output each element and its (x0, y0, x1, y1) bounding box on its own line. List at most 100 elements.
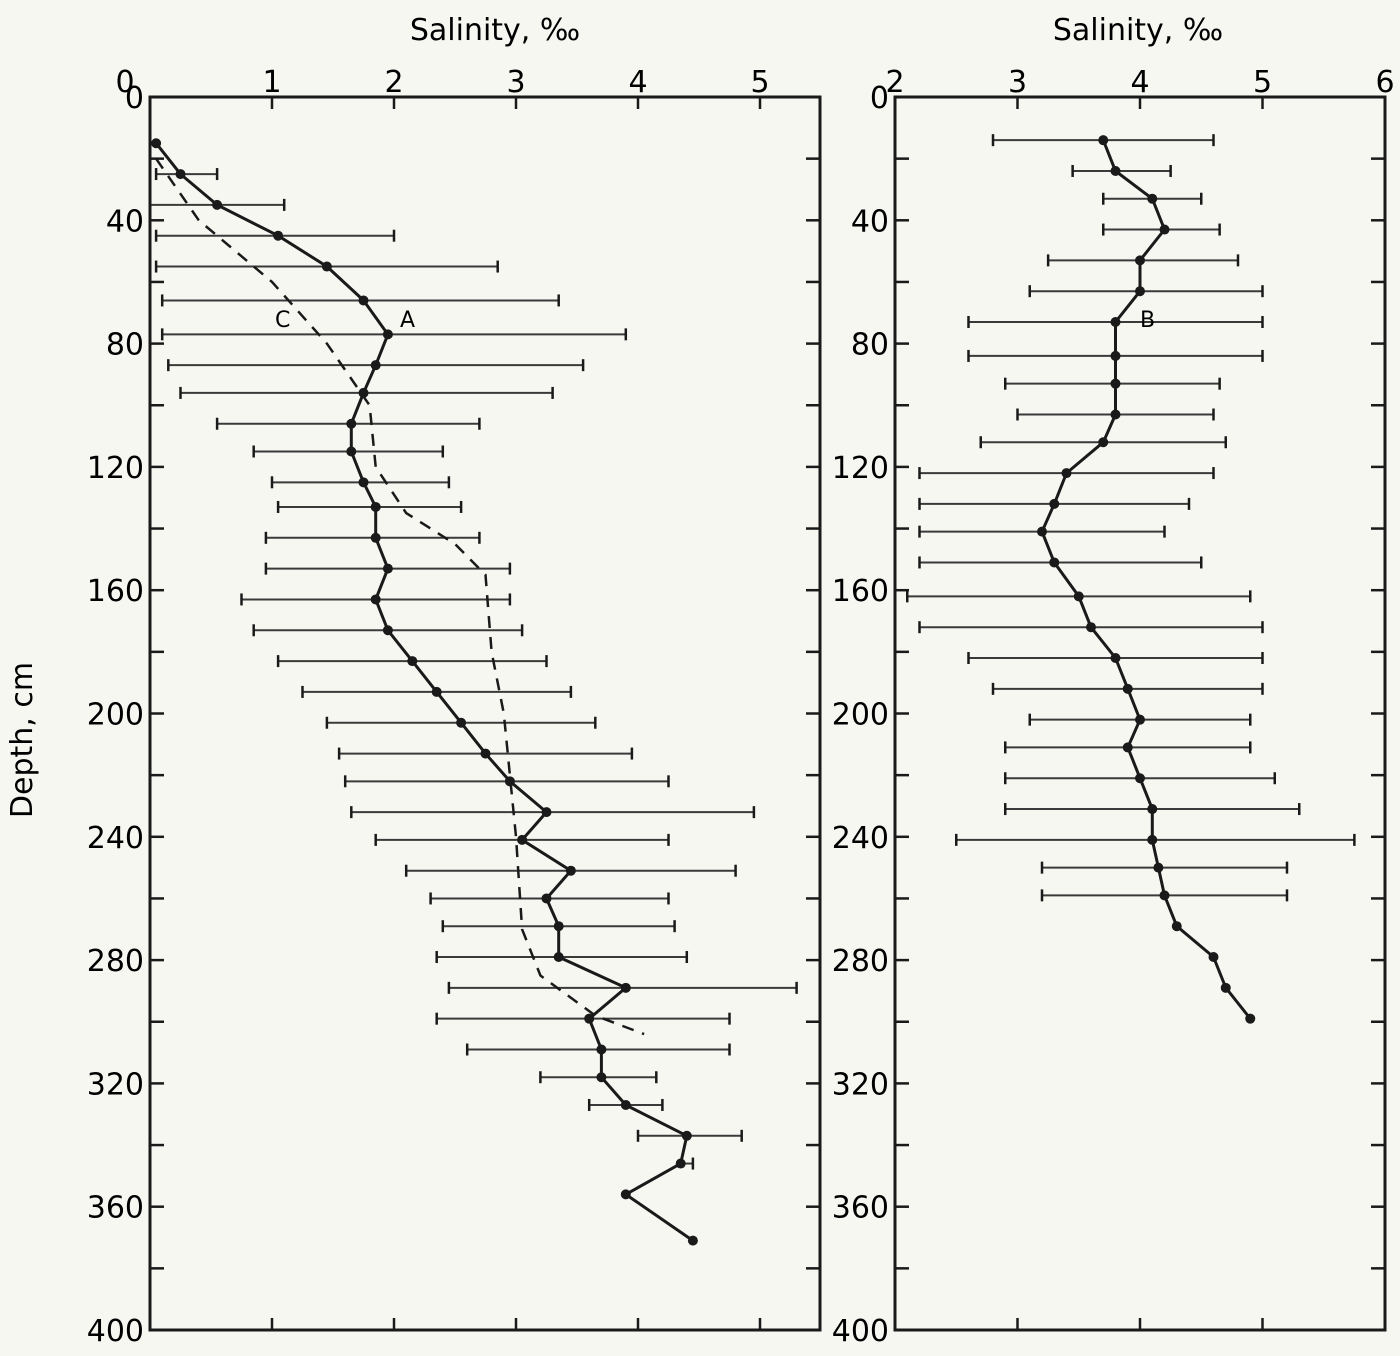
data-point (1135, 286, 1145, 297)
y-tick-label: 160 (87, 574, 144, 609)
curve-label-b: B (1140, 308, 1155, 333)
data-point (596, 1072, 607, 1083)
curve-label-c: C (275, 308, 290, 333)
x-tick-label: 1 (262, 65, 281, 100)
x-tick-label: 4 (1130, 65, 1149, 100)
y-axis-title: Depth, cm (5, 662, 40, 818)
data-point (1220, 982, 1231, 993)
left-x-axis-title: Salinity, ‰ (410, 13, 580, 48)
x-tick-label: 3 (506, 65, 525, 100)
right-axis-ticks: 2 3 4 5 6 0 40 80 120 160 200 240 280 320 360 400 (832, 65, 1395, 1349)
data-point (1049, 557, 1060, 568)
data-point (584, 1013, 595, 1024)
data-point (687, 1235, 698, 1246)
right-x-axis-title: Salinity, ‰ (1053, 13, 1223, 48)
data-point (596, 1044, 607, 1055)
data-point (1159, 890, 1170, 901)
y-tick-label: 160 (832, 574, 889, 609)
y-tick-label: 400 (832, 1314, 889, 1349)
data-point (620, 982, 631, 993)
data-point (553, 952, 564, 963)
data-point (1110, 317, 1121, 328)
data-point (370, 594, 381, 605)
y-tick-label: 360 (832, 1191, 889, 1226)
data-point (1159, 224, 1170, 235)
data-point (1153, 862, 1164, 873)
y-tick-label: 40 (106, 204, 144, 239)
data-point (1037, 526, 1047, 537)
data-point (382, 563, 393, 574)
data-point (1098, 135, 1109, 146)
y-tick-label: 320 (832, 1067, 889, 1102)
data-point (1147, 804, 1158, 815)
data-point (346, 446, 357, 457)
data-point (565, 865, 576, 876)
y-tick-label: 0 (870, 81, 889, 116)
data-point (212, 199, 223, 210)
data-point (1110, 165, 1121, 176)
data-point (358, 477, 369, 488)
data-point (346, 418, 357, 429)
data-point (1135, 714, 1145, 725)
left-axis-ticks: 0 1 2 3 4 5 0 40 80 120 160 200 240 280 320 360 400 (87, 65, 820, 1349)
data-point (407, 656, 418, 667)
data-point (504, 776, 515, 787)
y-tick-label: 120 (87, 451, 144, 486)
data-point (370, 501, 381, 512)
data-point (620, 1099, 631, 1110)
y-tick-label: 200 (832, 698, 889, 733)
left-panel-series (148, 138, 798, 1246)
data-point (1061, 468, 1072, 479)
data-point (1073, 591, 1084, 602)
data-point (382, 329, 393, 340)
x-tick-label: 5 (1253, 65, 1272, 100)
data-point (175, 169, 186, 180)
data-point (1135, 773, 1145, 784)
x-tick-label: 2 (885, 65, 904, 100)
data-point (1122, 683, 1133, 694)
data-point (553, 921, 564, 932)
x-tick-label: 5 (750, 65, 769, 100)
data-point (681, 1130, 692, 1141)
left-panel-frame (148, 95, 822, 1332)
data-point (358, 295, 369, 306)
y-tick-label: 80 (851, 328, 889, 363)
data-point (1147, 834, 1158, 845)
y-tick-label: 280 (832, 944, 889, 979)
y-tick-label: 280 (87, 944, 144, 979)
x-tick-label: 6 (1375, 65, 1394, 100)
right-panel-series (906, 134, 1356, 1024)
y-tick-label: 320 (87, 1067, 144, 1102)
data-point (541, 893, 552, 904)
y-tick-label: 0 (125, 81, 144, 116)
data-point (541, 807, 552, 818)
x-tick-label: 0 (115, 65, 134, 100)
y-tick-label: 360 (87, 1191, 144, 1226)
data-point (1122, 742, 1133, 753)
data-point (1147, 193, 1158, 204)
data-point (1098, 437, 1109, 448)
series-line-B (1040, 139, 1252, 1020)
y-tick-label: 80 (106, 328, 144, 363)
curve-label-a: A (400, 308, 415, 333)
data-point (1110, 350, 1121, 361)
series-line-C (155, 157, 645, 1036)
y-tick-label: 240 (87, 821, 144, 856)
data-point (1086, 622, 1096, 633)
data-point (456, 717, 467, 728)
data-point (1049, 498, 1060, 509)
y-tick-label: 40 (851, 204, 889, 239)
data-point (620, 1189, 631, 1200)
data-point (358, 387, 369, 398)
x-tick-label: 4 (628, 65, 647, 100)
data-point (1110, 378, 1121, 389)
y-tick-label: 400 (87, 1314, 144, 1349)
data-point (517, 834, 528, 845)
data-point (1171, 921, 1182, 932)
data-point (1110, 653, 1121, 664)
data-point (382, 625, 393, 636)
data-point (321, 261, 332, 272)
x-tick-label: 2 (384, 65, 403, 100)
data-point (480, 748, 491, 759)
